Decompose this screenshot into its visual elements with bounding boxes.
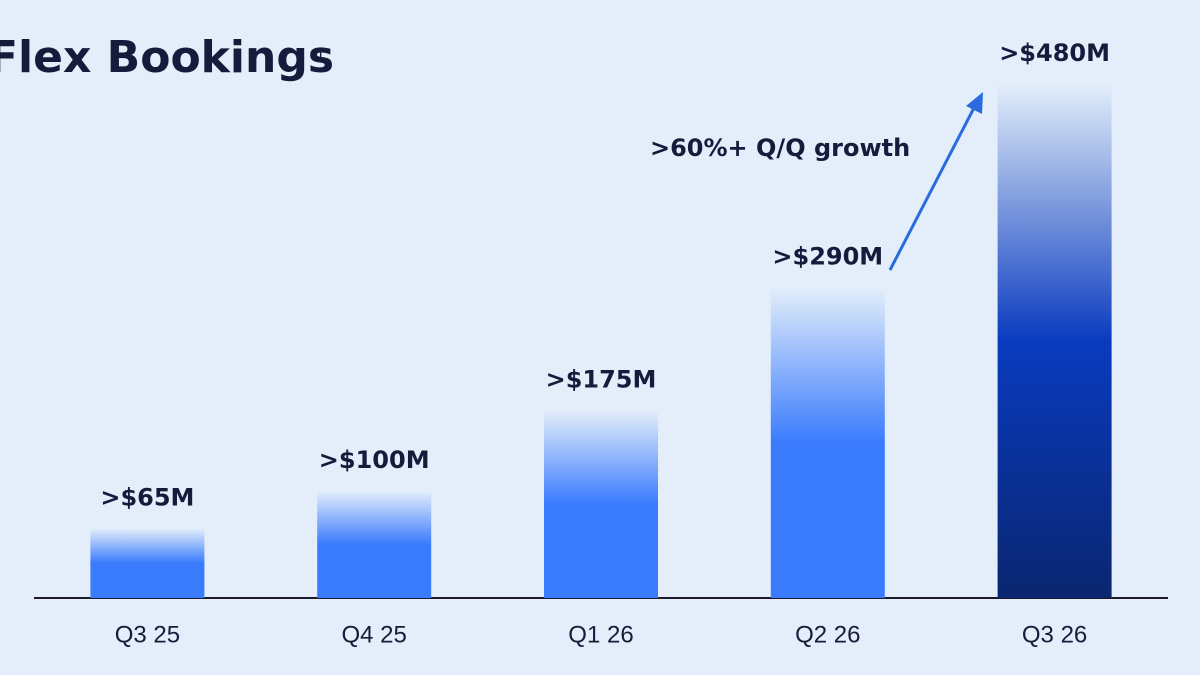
annotation: >60%+ Q/Q growth: [650, 134, 910, 162]
bar: [544, 410, 658, 598]
x-tick-label: Q3 26: [1022, 621, 1087, 648]
x-tick-label: Q3 25: [115, 621, 180, 648]
value-label: >$175M: [546, 366, 657, 394]
chart-title: Flex Bookings: [0, 32, 334, 83]
bar: [997, 84, 1112, 598]
bar: [317, 490, 432, 598]
value-label: >$480M: [999, 39, 1110, 67]
arrow-head: [966, 92, 983, 114]
value-label: >$290M: [772, 242, 883, 270]
bar: [90, 528, 205, 598]
value-label: >$65M: [100, 483, 194, 511]
x-tick-label: Q2 26: [795, 621, 860, 648]
value-label: >$100M: [319, 446, 430, 474]
x-tick-label: Q1 26: [568, 621, 633, 648]
x-tick-label: Q4 25: [342, 621, 407, 648]
title-superscript: 1: [316, 48, 325, 64]
growth-arrow: [888, 103, 978, 271]
bar: [770, 287, 885, 598]
